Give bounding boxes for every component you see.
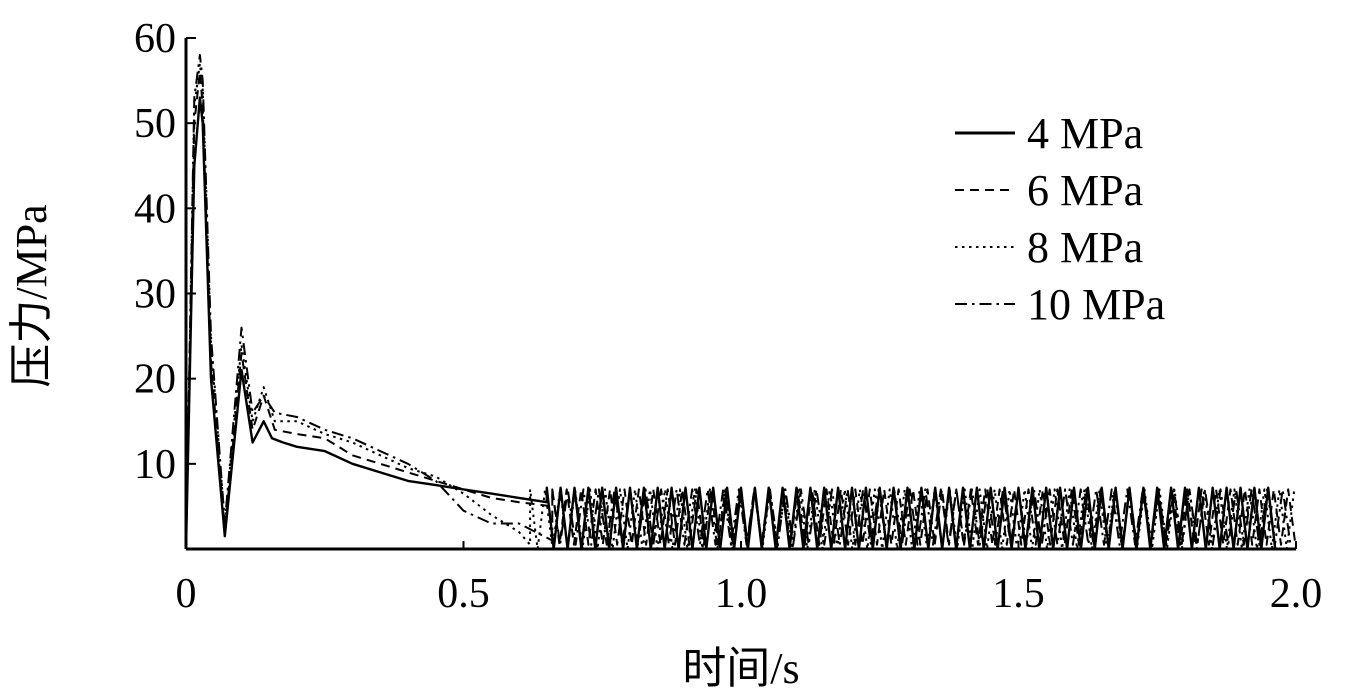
legend-label: 8 MPa [1027, 223, 1143, 272]
y-tick-label: 60 [134, 16, 176, 62]
y-tick-label: 10 [134, 442, 176, 488]
series-group [184, 54, 1297, 551]
series-line-2 [185, 62, 1296, 550]
y-tick-label: 30 [134, 272, 176, 318]
y-tick-label: 20 [134, 357, 176, 403]
legend-label: 10 MPa [1027, 280, 1165, 329]
y-tick-label: 40 [134, 186, 176, 232]
legend-label: 4 MPa [1027, 109, 1143, 158]
y-tick-label: 50 [134, 101, 176, 147]
x-axis-label: 时间/s [682, 644, 799, 693]
x-tick-label: 0 [176, 571, 197, 617]
x-tick-label: 1.5 [992, 571, 1045, 617]
legend: 4 MPa 6 MPa 8 MPa 10 MPa [955, 109, 1165, 329]
y-ticks: 10 20 30 40 50 60 [134, 16, 196, 488]
x-tick-label: 2.0 [1270, 571, 1323, 617]
x-ticks: 0 0.5 1.0 1.5 2.0 [176, 541, 1323, 617]
legend-label: 6 MPa [1027, 166, 1143, 215]
x-tick-label: 1.0 [715, 571, 768, 617]
x-tick-label: 0.5 [437, 571, 490, 617]
y-axis-label: 压力/MPa [7, 204, 56, 387]
series-line-0 [184, 96, 1277, 551]
series-line-3 [185, 54, 1292, 550]
